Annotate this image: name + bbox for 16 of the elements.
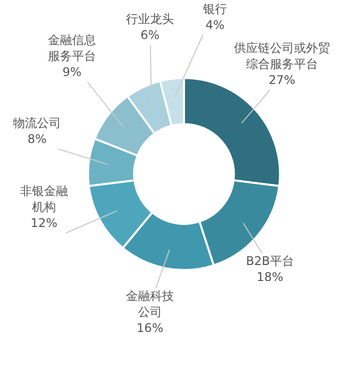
data-label: 27% xyxy=(268,73,296,87)
data-label: 4% xyxy=(205,18,225,32)
data-label: 12% xyxy=(30,216,58,230)
data-label: 8% xyxy=(27,132,47,146)
slice-label: 非银金融机构 xyxy=(20,184,68,214)
slice-label: B2B平台 xyxy=(246,254,294,268)
slice-label: 金融信息服务平台 xyxy=(48,33,96,63)
data-label: 6% xyxy=(140,28,160,42)
slice-label: 金融科技公司 xyxy=(126,289,174,319)
slice-label: 物流公司 xyxy=(13,116,61,130)
data-label: 18% xyxy=(256,270,284,284)
data-label: 9% xyxy=(62,65,82,79)
slice-label: 供应链公司或外贸综合服务平台 xyxy=(234,41,330,71)
slice-label: 行业龙头 xyxy=(126,12,174,26)
data-label: 16% xyxy=(136,321,164,335)
slice-label: 银行 xyxy=(202,2,227,16)
